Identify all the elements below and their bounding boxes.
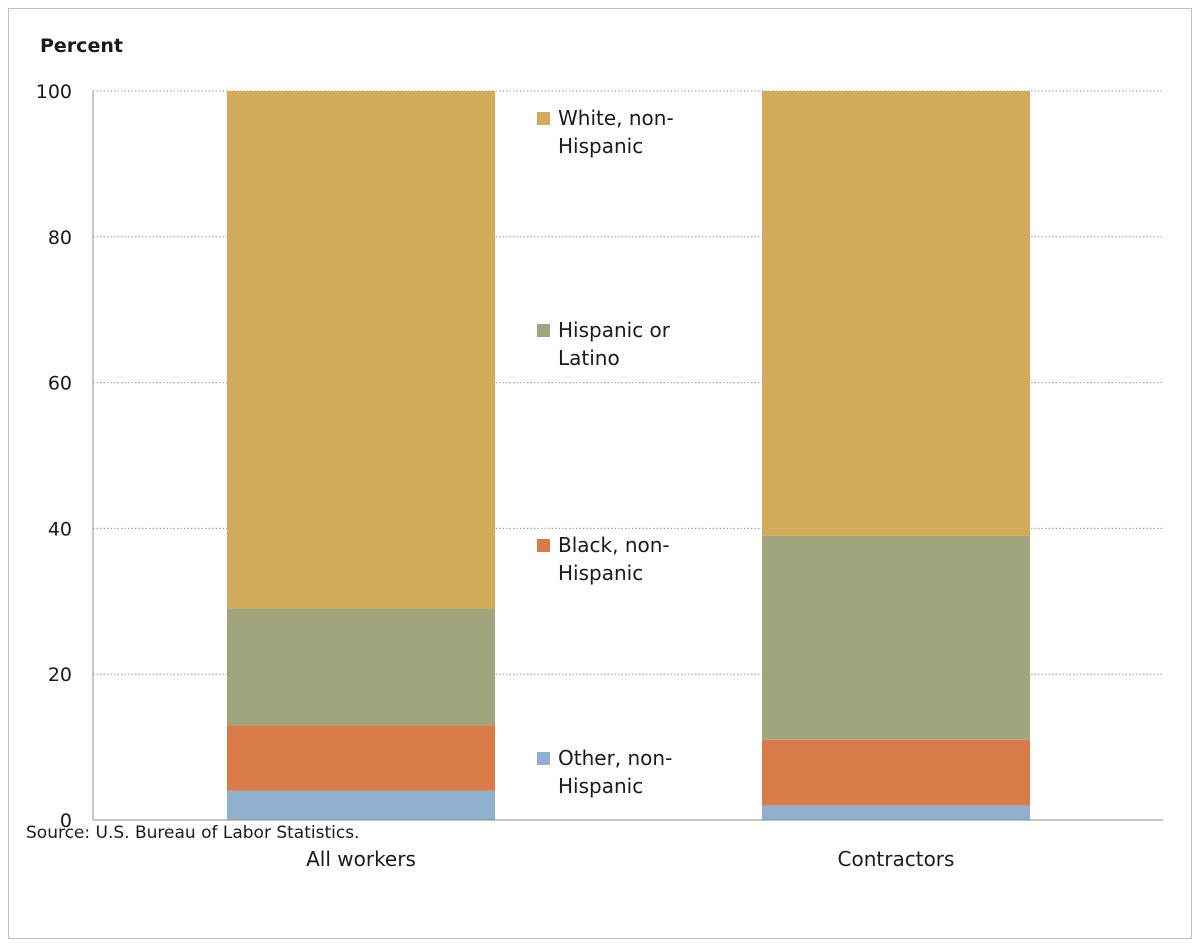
- bar-segment: [227, 790, 495, 820]
- legend-label: White, non-: [558, 106, 674, 130]
- y-tick-label: 80: [48, 227, 72, 249]
- bar-segment: [227, 725, 495, 791]
- y-tick-label: 20: [48, 664, 72, 686]
- axes: [92, 91, 1163, 821]
- bar-segment: [227, 608, 495, 726]
- legend-swatch: [537, 752, 550, 765]
- x-category-label: All workers: [306, 847, 416, 871]
- x-category-labels: All workers Contractors: [306, 847, 954, 871]
- legend-label: Latino: [558, 346, 620, 370]
- y-axis-label: Percent: [40, 35, 123, 57]
- legend-swatch: [537, 112, 550, 125]
- legend: White, non- Hispanic Hispanic or Latino Blac…: [537, 106, 674, 798]
- y-tick-label: 60: [48, 373, 72, 395]
- x-category-label: Contractors: [838, 847, 955, 871]
- bar-segment: [227, 91, 495, 609]
- bar-segment: [762, 805, 1030, 820]
- y-tick-labels: 0 20 40 60 80 100: [36, 81, 72, 832]
- bar-segment: [762, 535, 1030, 740]
- legend-swatch: [537, 324, 550, 337]
- y-tick-label: 40: [48, 518, 72, 540]
- bar-segment: [762, 739, 1030, 806]
- legend-label: Hispanic: [558, 134, 643, 158]
- y-tick-label: 100: [36, 81, 72, 103]
- legend-label: Hispanic: [558, 561, 643, 585]
- source-note: Source: U.S. Bureau of Labor Statistics.: [26, 823, 359, 843]
- legend-label: Other, non-: [558, 746, 672, 770]
- bars: [227, 91, 1030, 820]
- legend-swatch: [537, 539, 550, 552]
- y-tick-label: 0: [60, 810, 72, 832]
- legend-label: Hispanic: [558, 774, 643, 798]
- bar-segment: [762, 91, 1030, 536]
- legend-label: Black, non-: [558, 533, 670, 557]
- legend-label: Hispanic or: [558, 318, 671, 342]
